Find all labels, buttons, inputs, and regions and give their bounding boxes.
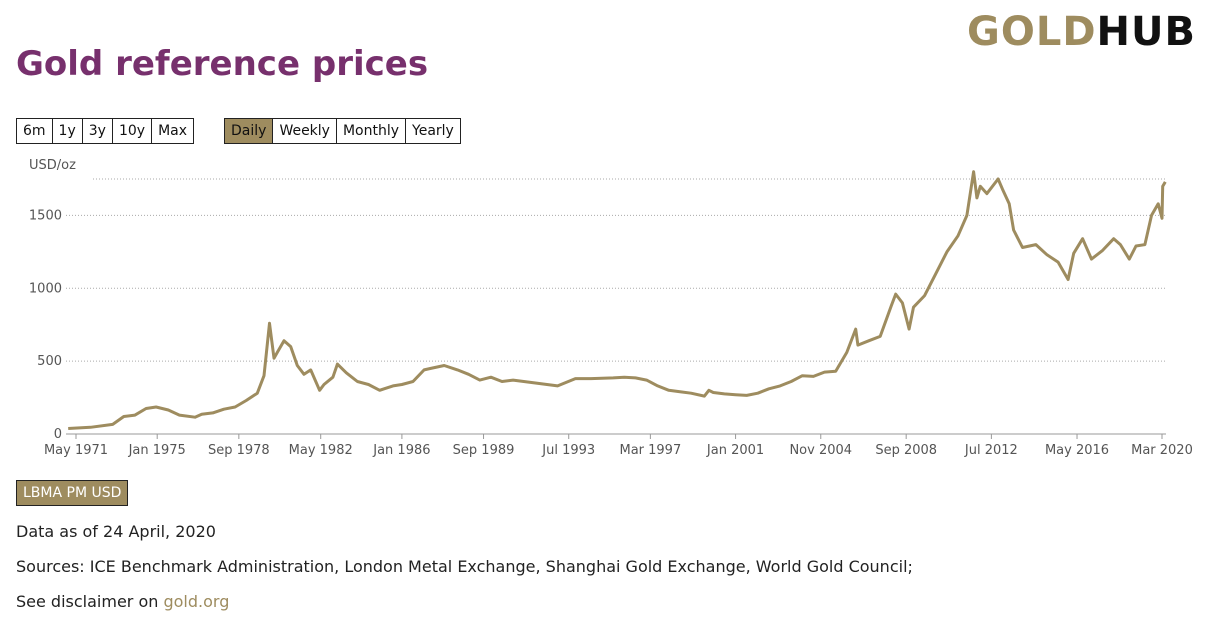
x-tick-label: Sep 1978 (208, 443, 270, 458)
gold-org-link[interactable]: gold.org (163, 592, 230, 611)
y-tick-label: 1000 (29, 281, 62, 296)
series-lbma-pm-usd-button[interactable]: LBMA PM USD (16, 480, 129, 506)
disclaimer-text: See disclaimer on gold.org (16, 592, 229, 611)
y-tick-label: 0 (54, 427, 62, 442)
x-tick-label: May 1982 (289, 443, 353, 458)
x-tick-label: Mar 2020 (1131, 443, 1193, 458)
logo-hub-text: HUB (1096, 9, 1196, 55)
range-button-group: 6m 1y 3y 10y Max (16, 118, 195, 144)
x-tick-label: Mar 1997 (619, 443, 681, 458)
x-tick-label: Jul 2012 (964, 443, 1018, 458)
x-tick-label: Nov 2004 (789, 443, 852, 458)
range-6m-button[interactable]: 6m (16, 118, 53, 144)
y-tick-label: 500 (37, 354, 62, 369)
x-tick-label: May 2016 (1045, 443, 1109, 458)
x-tick-label: Sep 1989 (453, 443, 515, 458)
x-tick-label: May 1971 (44, 443, 108, 458)
range-3y-button[interactable]: 3y (81, 118, 113, 144)
chart-svg[interactable]: USD/oz 0 500 1000 1500 May 1971 Jan 1975 Sep 19… (0, 150, 1216, 470)
frequency-daily-button[interactable]: Daily (224, 118, 274, 144)
disclaimer-prefix: See disclaimer on (16, 592, 164, 611)
y-tick-label: 1500 (29, 208, 62, 223)
goldhub-logo[interactable]: GOLDHUB (967, 10, 1196, 54)
data-as-of: Data as of 24 April, 2020 (16, 522, 216, 541)
frequency-yearly-button[interactable]: Yearly (405, 118, 461, 144)
price-chart[interactable]: USD/oz 0 500 1000 1500 May 1971 Jan 1975 Sep 19… (0, 150, 1216, 474)
logo-gold-text: GOLD (967, 9, 1097, 55)
x-tick-label: Jul 1993 (541, 443, 595, 458)
price-series-line (68, 170, 1167, 430)
x-tick-label: Jan 1975 (128, 443, 186, 458)
sources-text: Sources: ICE Benchmark Administration, L… (16, 557, 913, 576)
frequency-monthly-button[interactable]: Monthly (335, 118, 407, 144)
x-tick-label: Jan 2001 (706, 443, 764, 458)
frequency-weekly-button[interactable]: Weekly (272, 118, 337, 144)
range-10y-button[interactable]: 10y (111, 118, 153, 144)
range-max-button[interactable]: Max (151, 118, 195, 144)
frequency-button-group: Daily Weekly Monthly Yearly (224, 118, 461, 144)
page-title: Gold reference prices (16, 44, 429, 84)
y-axis-label: USD/oz (29, 158, 76, 173)
range-1y-button[interactable]: 1y (51, 118, 83, 144)
x-tick-label: Sep 2008 (875, 443, 937, 458)
x-tick-label: Jan 1986 (372, 443, 430, 458)
